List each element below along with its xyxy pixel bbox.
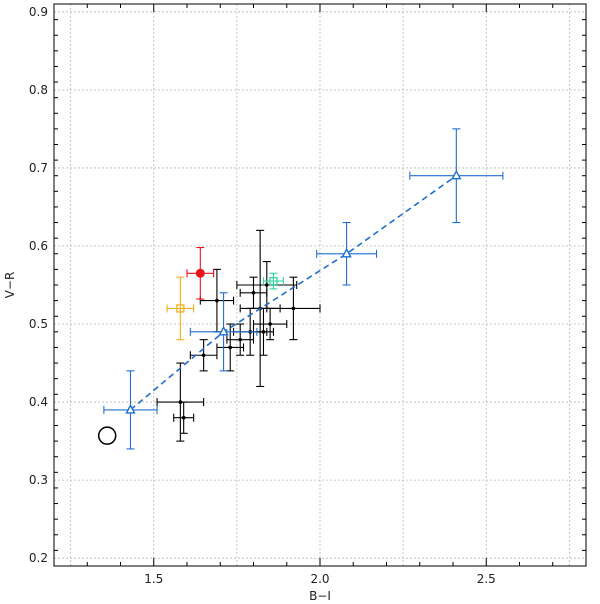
plot-frame — [53, 3, 587, 567]
series-open-circle — [97, 426, 117, 445]
data-point-triangle — [341, 247, 352, 258]
x-tick-label: 1.5 — [144, 572, 163, 586]
y-tick-label: 0.4 — [29, 395, 48, 409]
y-tick-label: 0.6 — [29, 239, 48, 253]
data-point-filled-circle — [195, 268, 205, 278]
data-point — [181, 415, 186, 420]
y-tick-label: 0.9 — [29, 5, 48, 19]
data-point-open-circle — [97, 426, 117, 445]
dashed-trend-line — [129, 175, 457, 411]
data-point — [265, 283, 269, 287]
data-point-square — [176, 304, 185, 313]
y-tick-label: 0.8 — [29, 83, 48, 97]
data-point — [201, 353, 206, 358]
grid-lines — [54, 4, 586, 566]
series-green-square — [262, 272, 284, 290]
series-orange-square — [166, 276, 195, 341]
data-point — [215, 298, 219, 303]
x-tick-label: 2.5 — [477, 572, 496, 586]
y-tick-label: 0.7 — [29, 161, 48, 175]
data-point — [228, 345, 233, 350]
series-red-filled-circle — [186, 246, 215, 300]
data-point-triangle — [125, 403, 136, 414]
data-point — [238, 337, 242, 342]
data-series — [97, 128, 504, 450]
y-tick-label: 0.3 — [29, 473, 48, 487]
x-tick-label: 2.0 — [310, 572, 329, 586]
axis-ticks: 1.5 2.0 2.5 0.2 0.3 0.4 0.5 0.6 0.7 0.8 0.9 — [29, 3, 587, 586]
data-point-square — [269, 276, 278, 286]
y-axis-title: V−R — [3, 272, 17, 299]
x-axis-title: B−I — [309, 589, 331, 603]
series-blue-triangles — [103, 128, 504, 450]
data-point-triangle — [218, 325, 229, 336]
data-point — [268, 322, 272, 326]
series-black-points — [156, 229, 321, 442]
y-tick-label: 0.5 — [29, 317, 48, 331]
y-tick-label: 0.2 — [29, 551, 48, 565]
data-point — [291, 306, 296, 311]
data-point-triangle — [451, 169, 462, 180]
data-point — [251, 291, 256, 295]
data-point — [261, 330, 266, 334]
